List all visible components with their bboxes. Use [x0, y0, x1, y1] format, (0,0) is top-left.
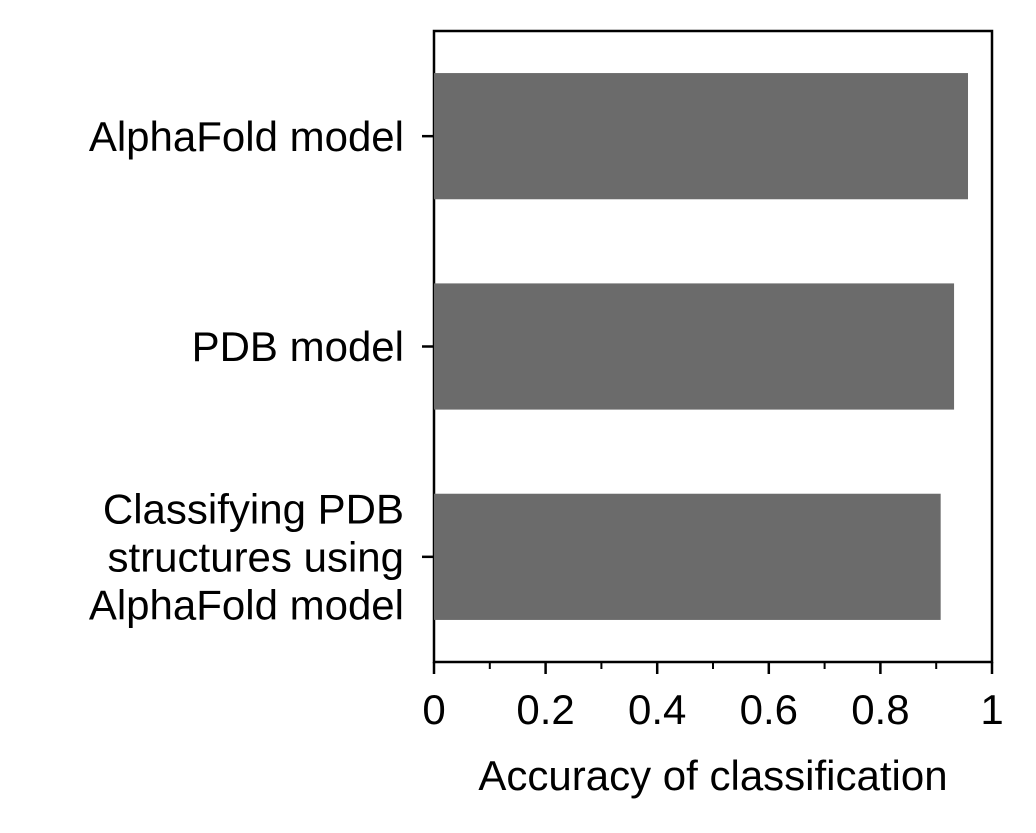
x-tick-label: 0.6 — [740, 686, 798, 733]
x-tick-label: 0 — [422, 686, 445, 733]
y-tick-label: Classifying PDB structures using AlphaFold… — [89, 486, 404, 629]
bar — [434, 493, 941, 620]
bar — [434, 73, 969, 200]
x-tick-label: 0.8 — [851, 686, 909, 733]
y-tick-label-line: structures using — [108, 534, 404, 581]
bar — [434, 283, 955, 410]
y-tick-label: AlphaFold model — [89, 113, 404, 160]
x-tick-label: 1 — [980, 686, 1003, 733]
x-axis: 0 0.2 0.4 0.6 0.8 1 — [422, 662, 1004, 733]
x-tick-label: 0.2 — [516, 686, 574, 733]
y-tick-label-line: AlphaFold model — [89, 113, 404, 160]
y-tick-label: PDB model — [192, 323, 404, 370]
y-tick-label-line: PDB model — [192, 323, 404, 370]
x-tick-label: 0.4 — [628, 686, 686, 733]
y-axis: AlphaFold model PDB model Classifying PDB s… — [89, 113, 434, 629]
y-tick-label-line: Classifying PDB — [103, 486, 404, 533]
x-axis-label: Accuracy of classification — [478, 752, 947, 799]
bars-group — [434, 73, 969, 620]
y-tick-label-line: AlphaFold model — [89, 582, 404, 629]
